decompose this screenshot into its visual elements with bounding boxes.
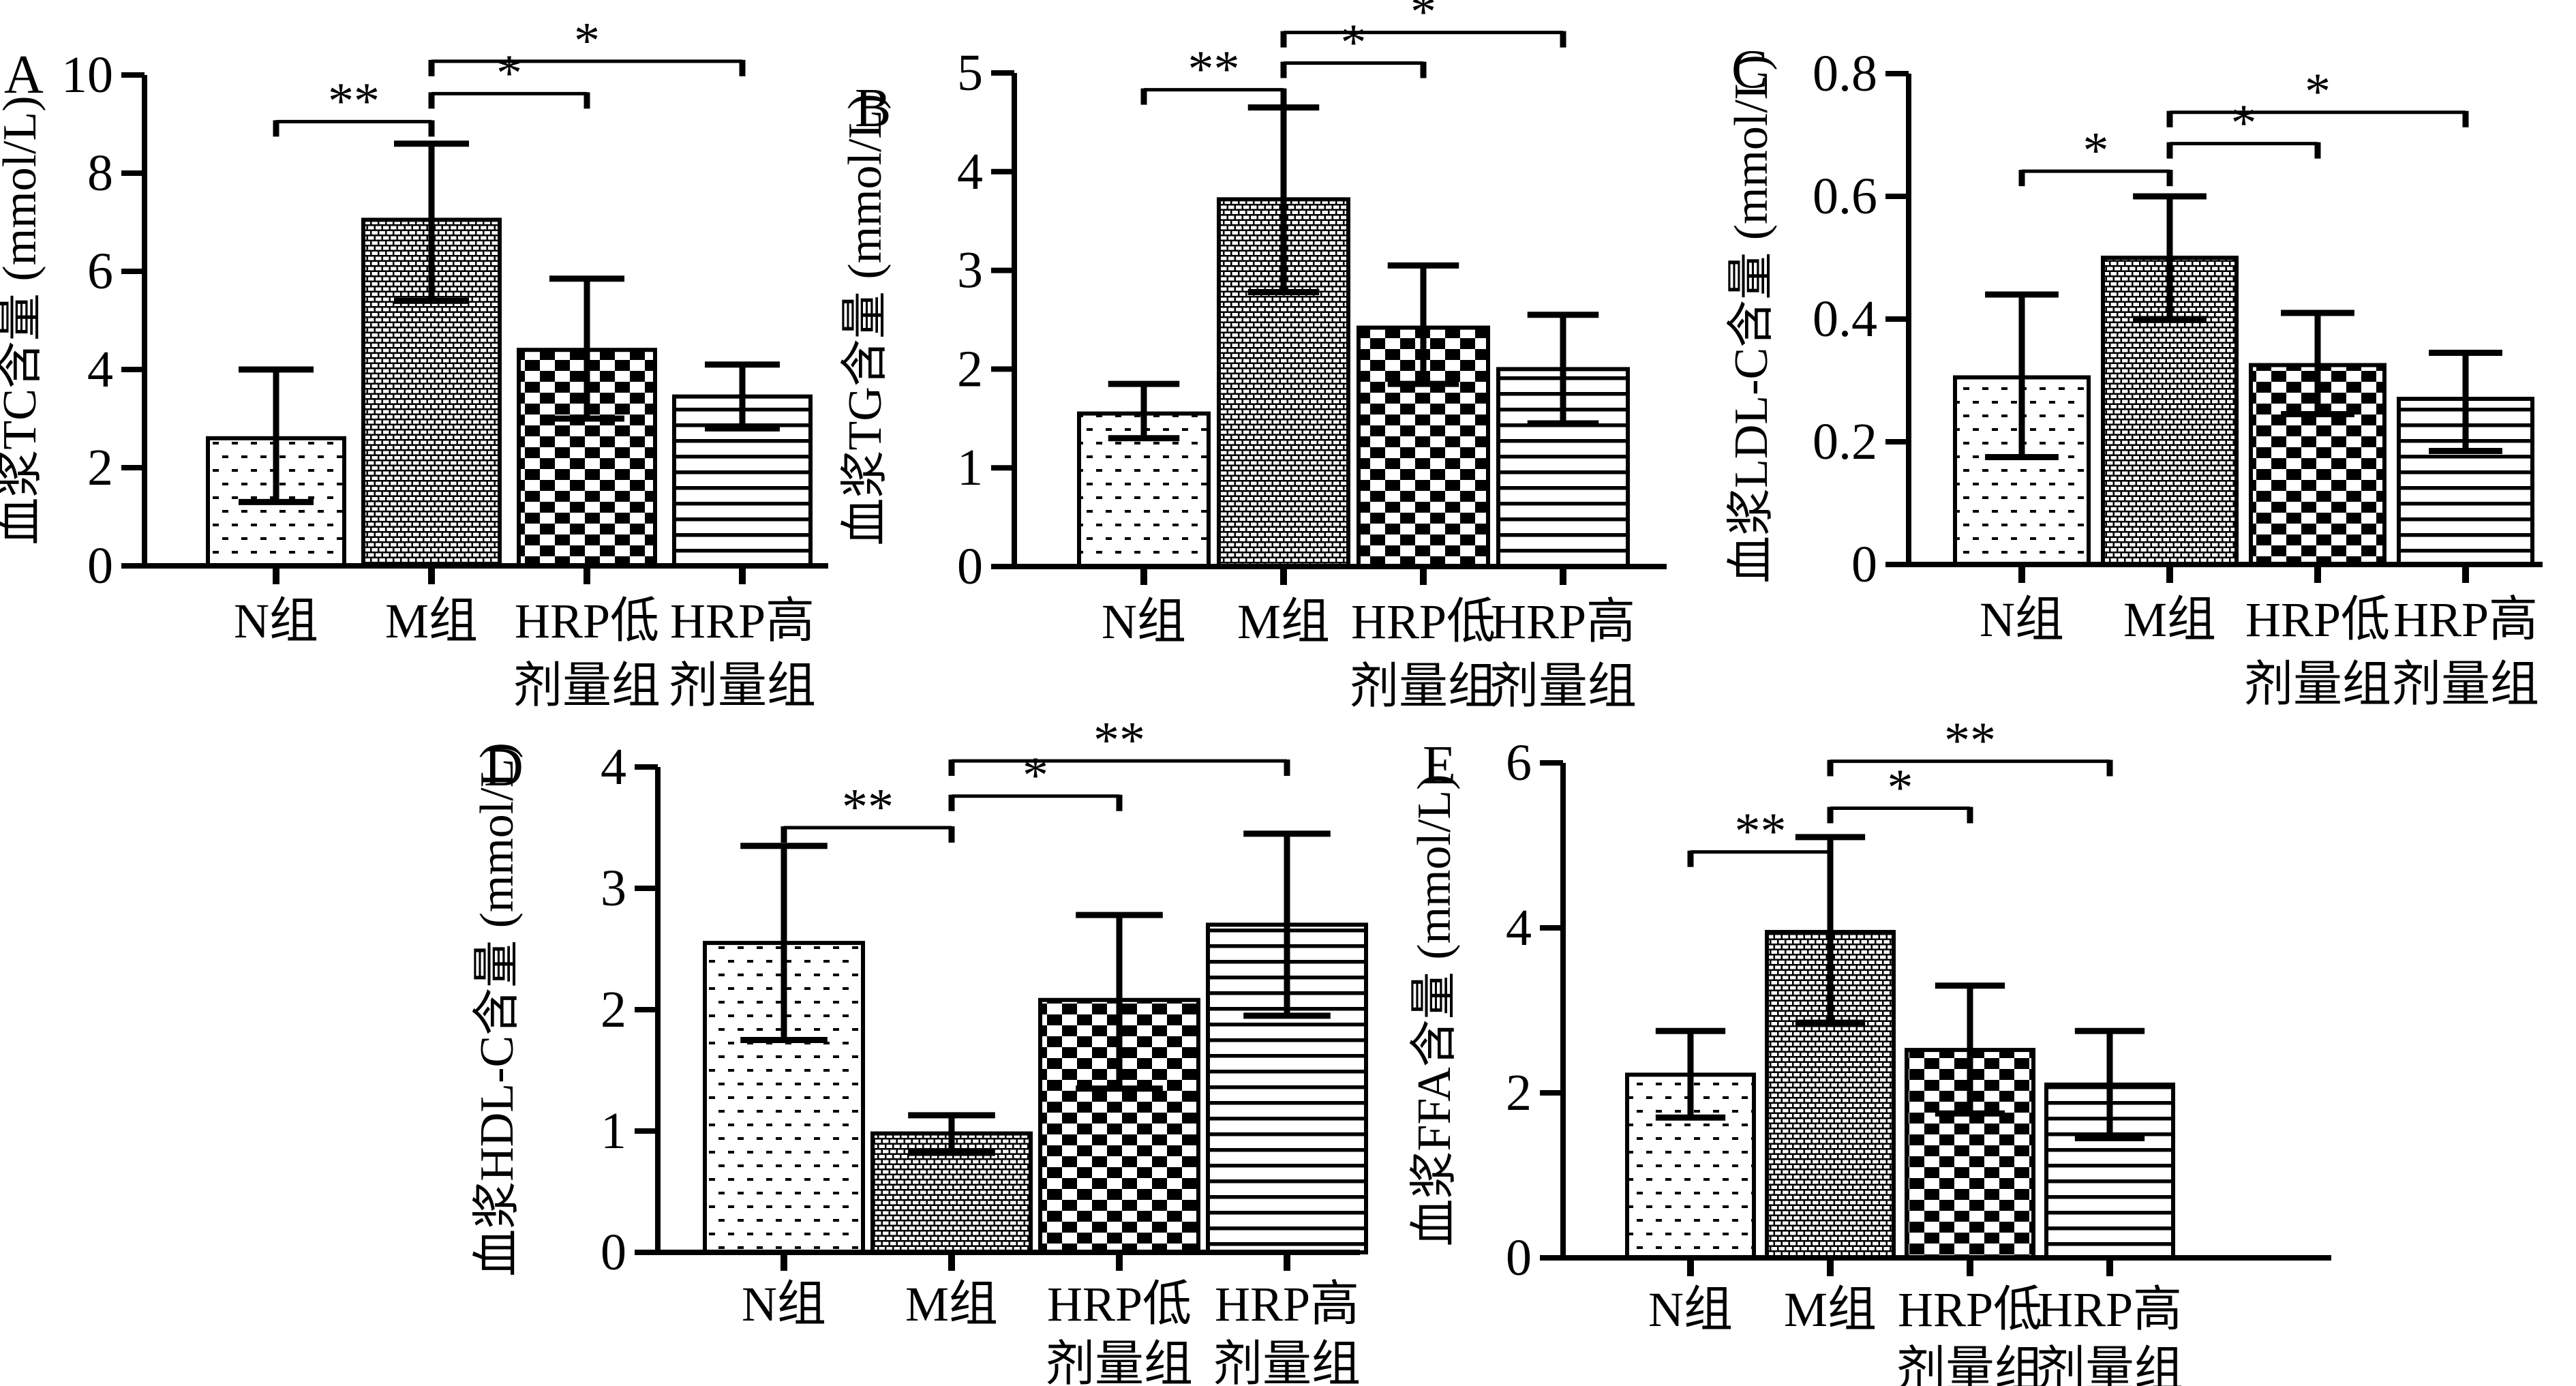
y-tick-label: 4 — [957, 143, 983, 200]
y-axis-title: 血浆FFA含量 (mmol/L) — [1408, 774, 1461, 1247]
x-tick-label-A-2: HRP低 — [515, 594, 659, 648]
y-tick-label: 10 — [61, 46, 113, 104]
sig-label: * — [1022, 747, 1048, 804]
y-tick-label: 0 — [601, 1224, 626, 1281]
y-tick-label: 4 — [1506, 899, 1532, 956]
sig-label: ** — [842, 779, 894, 836]
x-tick-label-E-2: HRP低 — [1898, 1282, 2042, 1337]
y-axis-title: 血浆LDL-C含量 (mmol/L) — [1725, 55, 1778, 584]
y-tick-label: 0.8 — [1813, 45, 1877, 102]
panel-letter-B: B — [855, 78, 891, 138]
x-tick-label-A-1: M组 — [385, 594, 478, 648]
sig-label: * — [496, 44, 522, 102]
x-tick-label-B-2: HRP低 — [1351, 594, 1496, 649]
x-tick-label-B-3: HRP高 — [1491, 594, 1635, 649]
y-tick-label: 0.2 — [1813, 413, 1877, 470]
y-tick-label: 0 — [1851, 536, 1877, 593]
x-tick-label-B-0: N组 — [1102, 594, 1186, 649]
panel-letter-A: A — [4, 45, 44, 105]
x-tick-label-A-2: 剂量组 — [513, 659, 661, 713]
sig-label: * — [574, 12, 600, 70]
x-tick-label-C-2: 剂量组 — [2244, 657, 2391, 712]
sig-label: * — [1888, 759, 1913, 817]
y-tick-label: 8 — [87, 145, 113, 202]
sig-label: * — [1410, 0, 1436, 41]
x-tick-label-D-1: M组 — [905, 1277, 998, 1331]
panel-letter-D: D — [484, 738, 524, 798]
sig-label: * — [2231, 95, 2257, 152]
x-tick-label-C-3: HRP高 — [2393, 592, 2538, 647]
sig-label: * — [2305, 63, 2331, 121]
sig-label: ** — [1093, 712, 1145, 769]
y-axis-title: 血浆TG含量 (mmol/L) — [839, 94, 892, 546]
panel-letter-C: C — [1731, 40, 1768, 100]
x-tick-label-E-0: N组 — [1648, 1282, 1733, 1337]
x-tick-label-E-3: 剂量组 — [2036, 1342, 2183, 1386]
y-tick-label: 0 — [1506, 1229, 1532, 1286]
y-tick-label: 4 — [601, 738, 626, 796]
x-tick-label-C-3: 剂量组 — [2392, 657, 2539, 712]
y-tick-label: 6 — [1506, 734, 1532, 792]
sig-label: ** — [1944, 712, 1996, 770]
panel-letter-E: E — [1423, 736, 1456, 796]
y-tick-label: 0 — [957, 538, 983, 595]
y-tick-label: 2 — [601, 981, 626, 1038]
y-axis-title: 血浆TC含量 (mmol/L) — [0, 95, 46, 545]
y-tick-label: 0 — [87, 537, 113, 594]
x-tick-label-D-2: HRP低 — [1047, 1277, 1192, 1331]
x-tick-label-A-0: N组 — [234, 594, 318, 648]
y-tick-label: 1 — [957, 439, 983, 496]
x-tick-label-B-1: M组 — [1237, 594, 1330, 649]
sig-label: ** — [1735, 803, 1787, 860]
y-tick-label: 2 — [957, 340, 983, 397]
x-tick-label-B-3: 剂量组 — [1489, 659, 1637, 714]
sig-label: ** — [1188, 41, 1240, 98]
x-tick-label-E-3: HRP高 — [2037, 1282, 2182, 1337]
x-tick-label-A-3: 剂量组 — [669, 659, 816, 713]
x-tick-label-C-2: HRP低 — [2245, 592, 2390, 647]
x-tick-label-C-0: N组 — [1980, 592, 2064, 647]
x-tick-label-B-2: 剂量组 — [1350, 659, 1497, 714]
sig-label: ** — [328, 72, 380, 130]
y-axis-title: 血浆HDL-C含量 (mmol/L) — [471, 742, 524, 1277]
x-tick-label-D-3: 剂量组 — [1213, 1337, 1361, 1386]
sig-label: * — [1341, 14, 1367, 72]
x-tick-label-D-0: N组 — [742, 1277, 826, 1331]
y-tick-label: 5 — [957, 44, 983, 102]
x-tick-label-E-2: 剂量组 — [1896, 1342, 2044, 1386]
y-tick-label: 0.6 — [1813, 168, 1877, 225]
y-tick-label: 3 — [601, 860, 626, 917]
y-tick-label: 2 — [87, 439, 113, 496]
y-tick-label: 0.4 — [1813, 290, 1877, 348]
y-tick-label: 4 — [87, 341, 113, 398]
sig-label: * — [2083, 122, 2109, 179]
x-tick-label-D-2: 剂量组 — [1046, 1337, 1193, 1386]
y-tick-label: 2 — [1506, 1064, 1532, 1121]
x-tick-label-D-3: HRP高 — [1215, 1277, 1359, 1331]
y-tick-label: 1 — [601, 1102, 626, 1160]
x-tick-label-C-1: M组 — [2123, 592, 2216, 647]
x-tick-label-E-1: M组 — [1784, 1282, 1877, 1337]
y-tick-label: 3 — [957, 242, 983, 299]
x-tick-label-A-3: HRP高 — [670, 594, 815, 648]
y-tick-label: 6 — [87, 243, 113, 300]
